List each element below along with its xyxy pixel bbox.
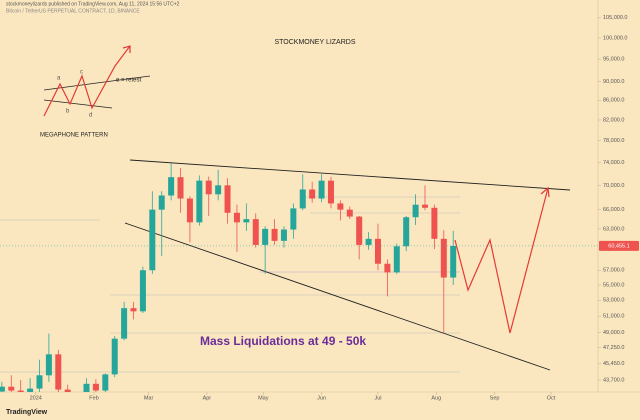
- candle-body: [327, 180, 334, 204]
- candle-body: [0, 386, 5, 392]
- label-e: e = retest: [116, 78, 142, 84]
- brand: TradingView: [6, 409, 48, 416]
- y-tick-label: 86,000.0: [603, 98, 624, 104]
- candle-body: [271, 228, 278, 241]
- candle-body: [205, 180, 212, 195]
- candle-body: [356, 216, 363, 245]
- candle-body: [393, 246, 400, 273]
- candle-body: [27, 388, 34, 392]
- x-tick-label: Oct: [547, 395, 556, 401]
- y-tick-label: 78,000.0: [603, 138, 624, 144]
- candle-body: [346, 209, 353, 217]
- x-tick-label: May: [258, 395, 269, 401]
- candle-body: [36, 375, 43, 389]
- y-tick-label: 63,000.0: [603, 226, 624, 232]
- candle-body: [74, 404, 80, 416]
- candle-body: [64, 389, 71, 392]
- candle-body: [196, 180, 203, 223]
- x-tick-label: Feb: [89, 395, 98, 401]
- chart-title: STOCKMONEY LIZARDS: [274, 39, 355, 46]
- candle-body: [121, 308, 128, 339]
- candle-body: [45, 354, 52, 376]
- candle-body: [403, 217, 410, 247]
- y-tick-label: 66,000.0: [603, 207, 624, 213]
- y-tick-label: 95,000.0: [603, 57, 624, 63]
- x-tick-label: Mar: [144, 395, 154, 401]
- label-c: c: [80, 70, 83, 76]
- candle-body: [374, 238, 381, 264]
- y-tick-label: 82,000.0: [603, 117, 624, 123]
- y-tick-label: 100,000.0: [603, 35, 627, 41]
- candle-body: [177, 177, 184, 199]
- candle-body: [290, 208, 297, 230]
- candle-body: [102, 374, 109, 391]
- candle-body: [168, 177, 175, 196]
- candle-body: [450, 245, 457, 278]
- resistance-line: [129, 159, 571, 191]
- x-tick-label: Jun: [317, 395, 326, 401]
- candle-body: [8, 386, 15, 391]
- candle-body: [111, 338, 118, 375]
- y-tick-label: 49,000.0: [603, 330, 624, 336]
- x-tick-label: Sep: [490, 395, 500, 401]
- candle-body: [318, 180, 325, 199]
- candle-body: [365, 238, 372, 245]
- y-tick-label: 70,000.0: [603, 183, 624, 189]
- candle-body: [17, 390, 24, 392]
- candle-body: [262, 228, 269, 245]
- support-line: [124, 222, 551, 371]
- candle-body: [92, 383, 99, 391]
- pattern-label: MEGAPHONE PATTERN: [40, 133, 108, 139]
- candle-body: [83, 383, 90, 392]
- publisher: stockmoneylizards published on TradingVi…: [6, 1, 180, 7]
- candle-body: [233, 212, 240, 223]
- y-tick-label: 74,000.0: [603, 160, 624, 166]
- projection-arrow: [540, 186, 550, 198]
- current-price-label: 60,455.1: [608, 243, 629, 249]
- candle-body: [384, 263, 391, 273]
- liquidation-note: Mass Liquidations at 49 - 50k: [200, 334, 366, 348]
- y-tick-label: 90,000.0: [603, 79, 624, 85]
- candle-body: [55, 354, 62, 390]
- y-tick-label: 45,450.0: [603, 361, 624, 367]
- candle-body: [252, 219, 259, 245]
- candle-body: [337, 203, 344, 210]
- x-tick-label: Aug: [431, 395, 441, 401]
- label-b: b: [66, 109, 70, 115]
- label-d: d: [89, 113, 92, 119]
- candle-body: [440, 238, 447, 278]
- candle-body: [215, 185, 222, 195]
- candles: [0, 163, 457, 416]
- y-tick-label: 43,700.0: [603, 377, 624, 383]
- megaphone-sketch: [43, 45, 151, 117]
- projection: [454, 187, 549, 334]
- levels: [0, 196, 460, 373]
- y-tick-label: 53,000.0: [603, 298, 624, 304]
- label-a: a: [57, 76, 61, 82]
- current-price-tag: [599, 240, 639, 251]
- candle-body: [309, 189, 316, 199]
- y-tick-label: 105,000.0: [603, 15, 627, 21]
- y-tick-label: 55,000.0: [603, 282, 624, 288]
- candle-body: [139, 270, 146, 312]
- candle-body: [243, 219, 250, 223]
- y-tick-label: 57,000.0: [603, 268, 624, 274]
- x-tick-label: 2024: [30, 395, 42, 401]
- y-tick-label: 47,250.0: [603, 345, 624, 351]
- symbol: Bitcoin / TetherUS PERPETUAL CONTRACT, 1…: [6, 8, 140, 14]
- candle-body: [186, 198, 193, 223]
- candle-body: [224, 185, 231, 213]
- candle-body: [412, 204, 419, 218]
- candle-body: [130, 308, 137, 312]
- y-tick-label: 51,000.0: [603, 314, 624, 320]
- candle-body: [299, 189, 306, 209]
- candle-body: [431, 207, 438, 239]
- candle-body: [149, 209, 156, 271]
- candle-body: [280, 229, 287, 241]
- x-tick-label: Jul: [374, 395, 381, 401]
- x-tick-label: Apr: [203, 395, 212, 401]
- candle-body: [158, 195, 165, 210]
- candle-body: [421, 204, 428, 208]
